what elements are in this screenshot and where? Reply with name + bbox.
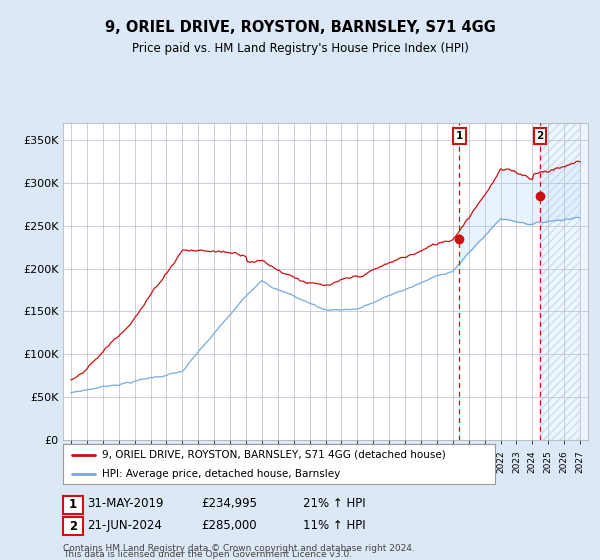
Text: 1: 1 — [456, 131, 463, 141]
Text: 2010: 2010 — [305, 450, 314, 473]
Bar — [540, 123, 588, 440]
Text: 2025: 2025 — [544, 450, 553, 473]
Text: £285,000: £285,000 — [201, 519, 257, 532]
Text: 2001: 2001 — [162, 450, 171, 473]
Text: 2013: 2013 — [353, 450, 362, 473]
Text: 9, ORIEL DRIVE, ROYSTON, BARNSLEY, S71 4GG (detached house): 9, ORIEL DRIVE, ROYSTON, BARNSLEY, S71 4… — [102, 450, 446, 460]
Text: 2012: 2012 — [337, 450, 346, 473]
Text: 2002: 2002 — [178, 450, 187, 473]
Text: 11% ↑ HPI: 11% ↑ HPI — [303, 519, 365, 532]
Text: 1996: 1996 — [82, 450, 91, 473]
Text: 2020: 2020 — [464, 450, 473, 473]
Text: 2027: 2027 — [575, 450, 584, 473]
Text: 2009: 2009 — [289, 450, 298, 473]
Text: 9, ORIEL DRIVE, ROYSTON, BARNSLEY, S71 4GG: 9, ORIEL DRIVE, ROYSTON, BARNSLEY, S71 4… — [104, 20, 496, 35]
Text: 2: 2 — [536, 131, 544, 141]
Text: 1998: 1998 — [114, 450, 123, 473]
Text: 2000: 2000 — [146, 450, 155, 473]
Text: 21-JUN-2024: 21-JUN-2024 — [87, 519, 162, 532]
Text: 2019: 2019 — [448, 450, 457, 473]
Text: 2006: 2006 — [241, 450, 250, 473]
Text: 1997: 1997 — [98, 450, 107, 473]
Text: 2007: 2007 — [257, 450, 266, 473]
Text: 2015: 2015 — [385, 450, 394, 473]
Text: 2017: 2017 — [416, 450, 425, 473]
Text: 31-MAY-2019: 31-MAY-2019 — [87, 497, 163, 510]
Text: 2018: 2018 — [433, 450, 442, 473]
Text: 1: 1 — [69, 498, 77, 511]
Text: This data is licensed under the Open Government Licence v3.0.: This data is licensed under the Open Gov… — [63, 550, 352, 559]
Text: Contains HM Land Registry data © Crown copyright and database right 2024.: Contains HM Land Registry data © Crown c… — [63, 544, 415, 553]
Text: 2016: 2016 — [401, 450, 410, 473]
Text: 1995: 1995 — [67, 450, 76, 473]
Text: Price paid vs. HM Land Registry's House Price Index (HPI): Price paid vs. HM Land Registry's House … — [131, 42, 469, 55]
Text: 2024: 2024 — [528, 450, 537, 473]
Text: 2008: 2008 — [273, 450, 282, 473]
Text: 2003: 2003 — [194, 450, 203, 473]
Text: 2022: 2022 — [496, 450, 505, 473]
Text: 21% ↑ HPI: 21% ↑ HPI — [303, 497, 365, 510]
Text: 2021: 2021 — [480, 450, 489, 473]
Text: £234,995: £234,995 — [201, 497, 257, 510]
Text: 2026: 2026 — [560, 450, 569, 473]
Text: 2014: 2014 — [369, 450, 378, 473]
Text: HPI: Average price, detached house, Barnsley: HPI: Average price, detached house, Barn… — [102, 469, 340, 478]
Text: 2011: 2011 — [321, 450, 330, 473]
Text: 1999: 1999 — [130, 450, 139, 473]
Text: 2004: 2004 — [209, 450, 218, 473]
Text: 2: 2 — [69, 520, 77, 533]
Text: 2023: 2023 — [512, 450, 521, 473]
Text: 2005: 2005 — [226, 450, 235, 473]
